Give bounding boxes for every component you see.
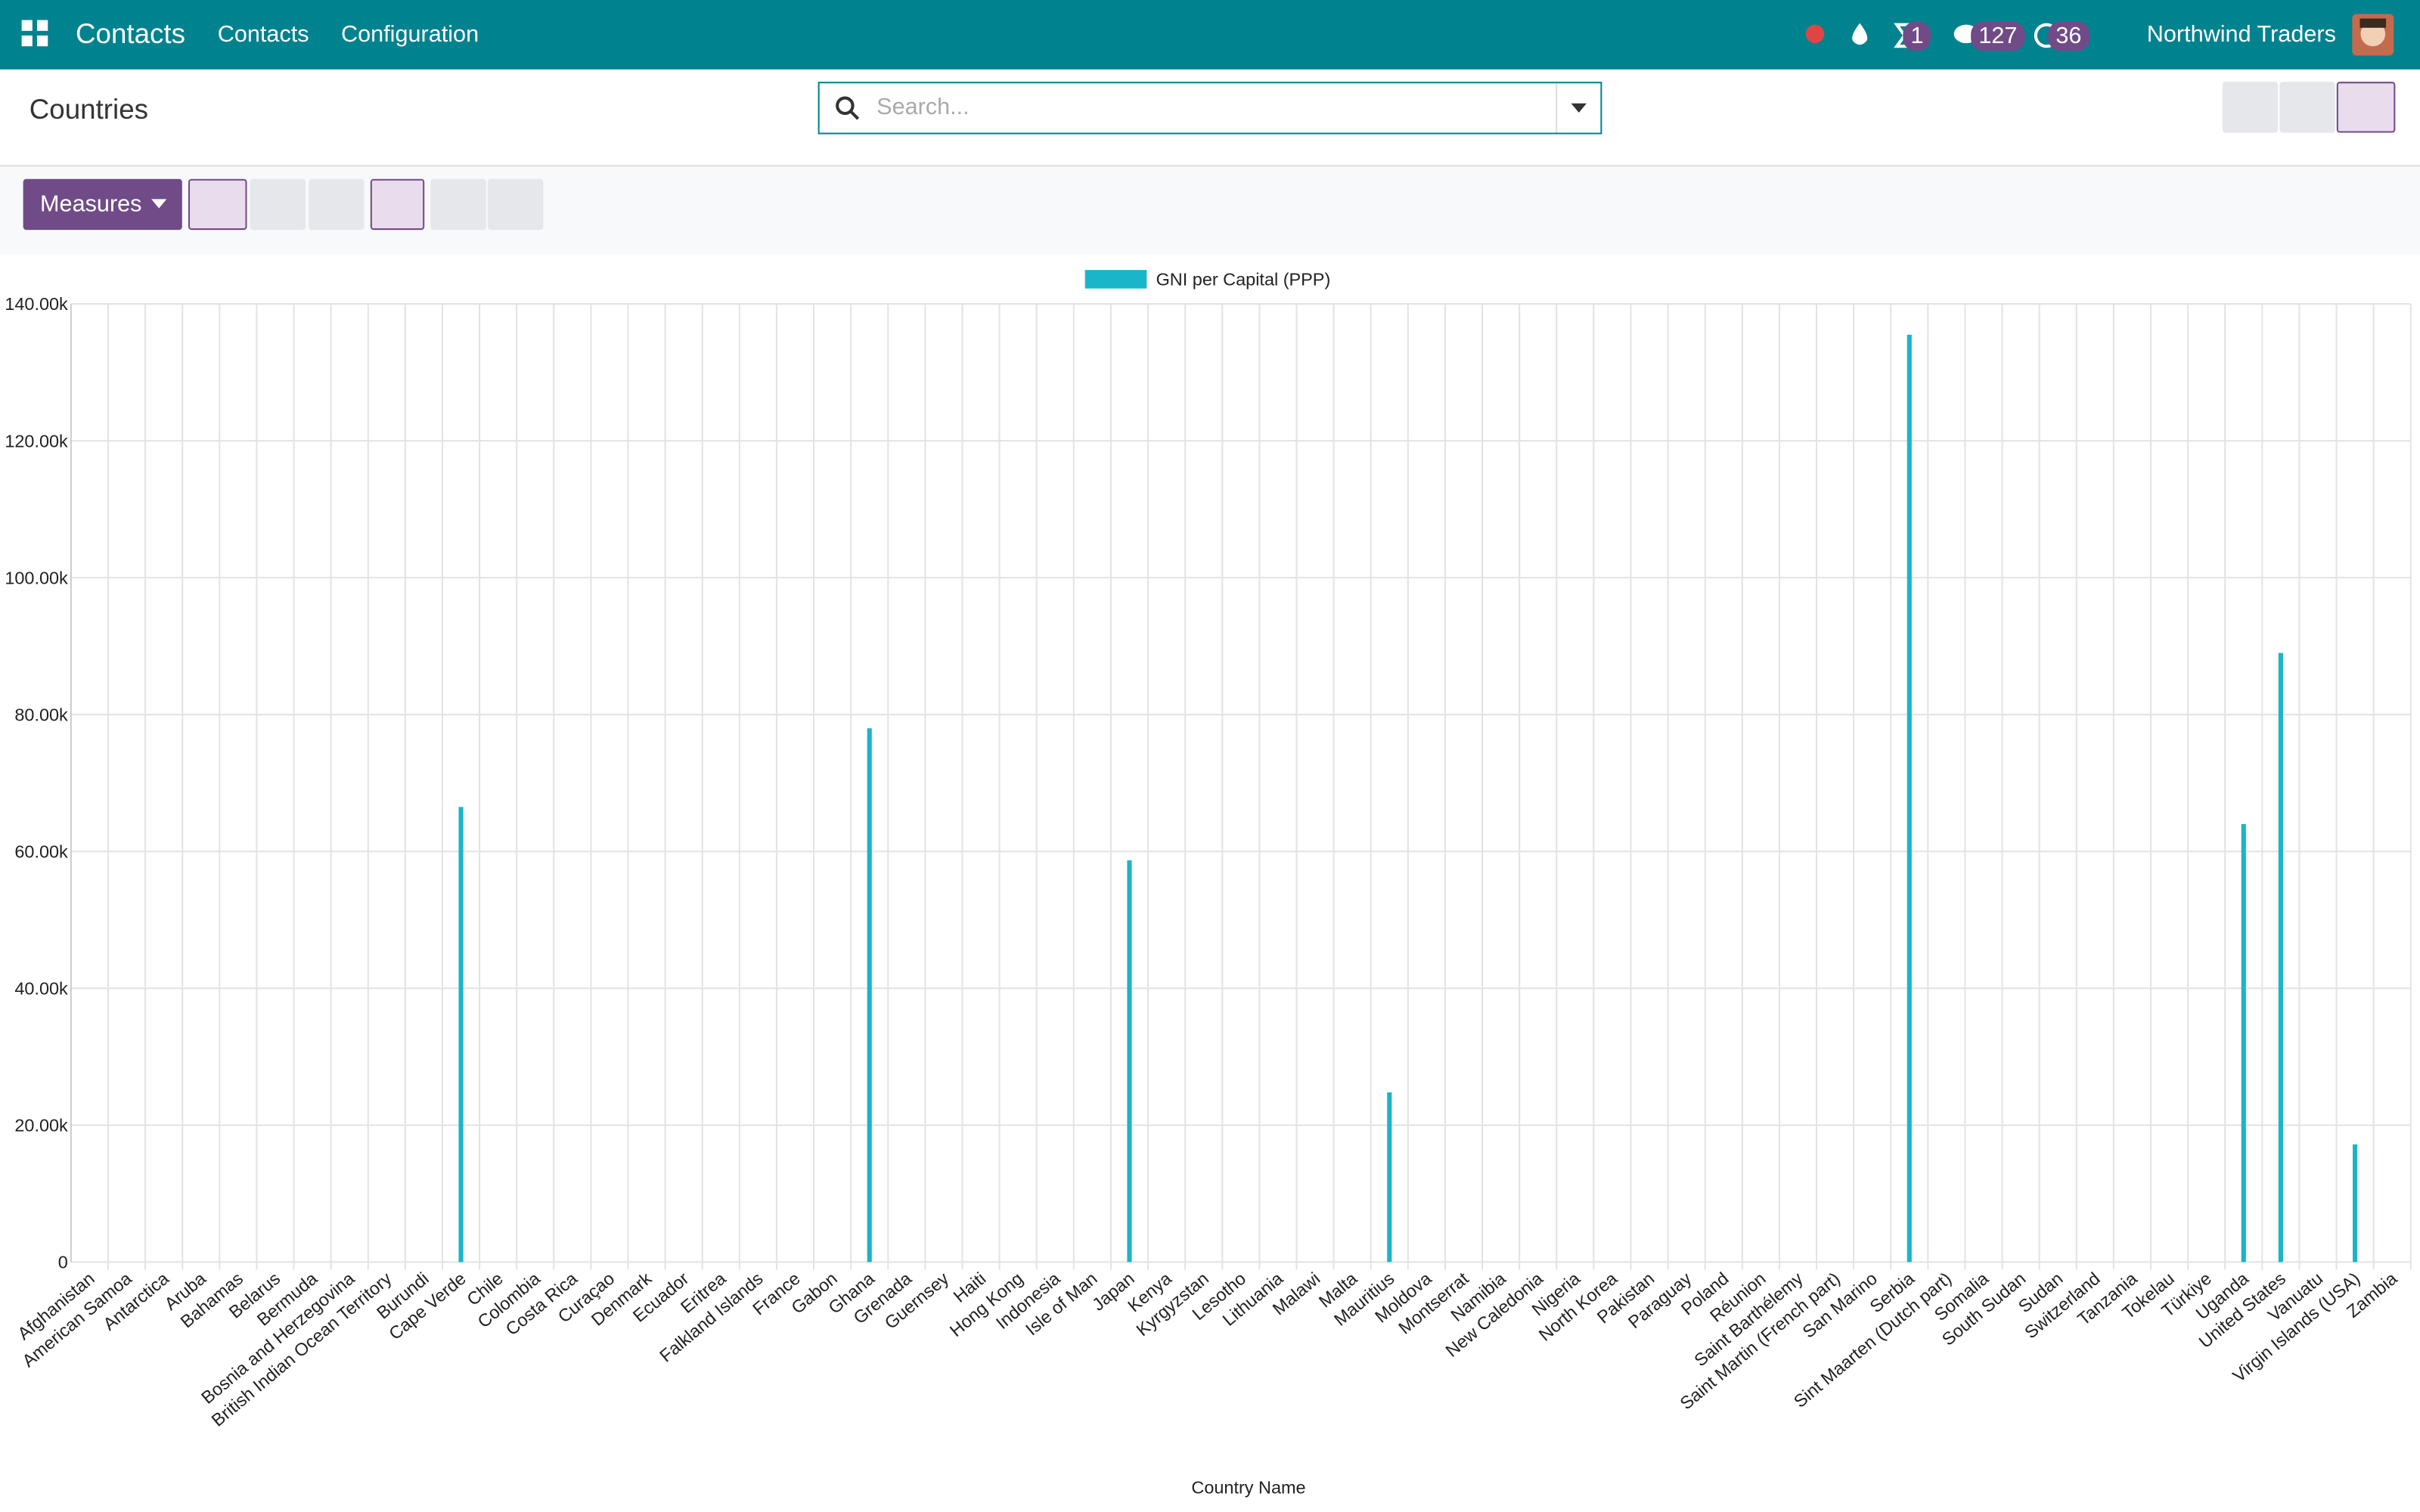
y-tick-label: 60.00k (14, 841, 68, 861)
graph-toolbar: Measures (0, 166, 2420, 255)
company[interactable]: Northwind Traders (2146, 21, 2336, 48)
y-tick-label: 40.00k (14, 978, 68, 998)
line-chart-button[interactable] (250, 178, 306, 231)
bar (1127, 860, 1132, 1263)
chart: Country Name 0 20.00k 40.00k 60.00k 80.00k 10… (5, 270, 2412, 1498)
caret (151, 199, 167, 209)
bar (1907, 334, 1912, 1263)
y-tick-label: 120.00k (5, 431, 68, 451)
bar-chart-button[interactable] (188, 178, 247, 231)
y-tick-label: 100.00k (5, 568, 68, 587)
search-icon (836, 96, 860, 120)
y-tick-label: 0 (58, 1253, 68, 1272)
list-view[interactable] (2222, 82, 2279, 133)
stacked-button[interactable] (370, 178, 425, 231)
search-box[interactable]: Search... (818, 82, 1602, 135)
bar (2353, 1144, 2358, 1263)
avatar[interactable] (2352, 14, 2394, 56)
breadcrumb: Countries (29, 94, 149, 125)
menu-item[interactable]: Contacts (217, 21, 309, 48)
apps-icon[interactable] (21, 20, 50, 48)
y-tick-label: 140.00k (5, 294, 68, 314)
badge: 1 (1903, 21, 1931, 51)
bar (2241, 824, 2246, 1263)
menu-item[interactable]: Configuration (341, 21, 479, 48)
graph-view[interactable] (2336, 82, 2396, 133)
search-placeholder: Search... (876, 94, 970, 121)
legend-label: GNI per Capital (PPP) (1156, 270, 1331, 290)
navbar: Contacts Contacts Configuration 1 127 36… (0, 0, 2420, 70)
sort-desc-button[interactable] (430, 178, 486, 231)
measures-button[interactable]: Measures (23, 178, 182, 231)
dropdown-icon[interactable] (1570, 102, 1588, 114)
x-axis-title: Country Name (1191, 1478, 1305, 1498)
control-panel: Countries Search... (0, 70, 2420, 167)
pie-chart-button[interactable] (309, 178, 365, 231)
bar (458, 807, 464, 1263)
pivot-view[interactable] (2279, 82, 2335, 133)
sort-asc-button[interactable] (487, 178, 544, 231)
bar (2278, 652, 2283, 1263)
y-tick-label: 80.00k (14, 705, 68, 724)
bar (867, 728, 872, 1263)
y-tick-label: 20.00k (14, 1116, 68, 1136)
divider (1556, 83, 1558, 133)
badge: 127 (1971, 21, 2025, 51)
bar (1387, 1092, 1392, 1263)
badge: 36 (2048, 21, 2090, 51)
app-name[interactable]: Contacts (76, 18, 185, 50)
legend-swatch (1084, 270, 1147, 289)
measures-label: Measures (40, 191, 142, 218)
